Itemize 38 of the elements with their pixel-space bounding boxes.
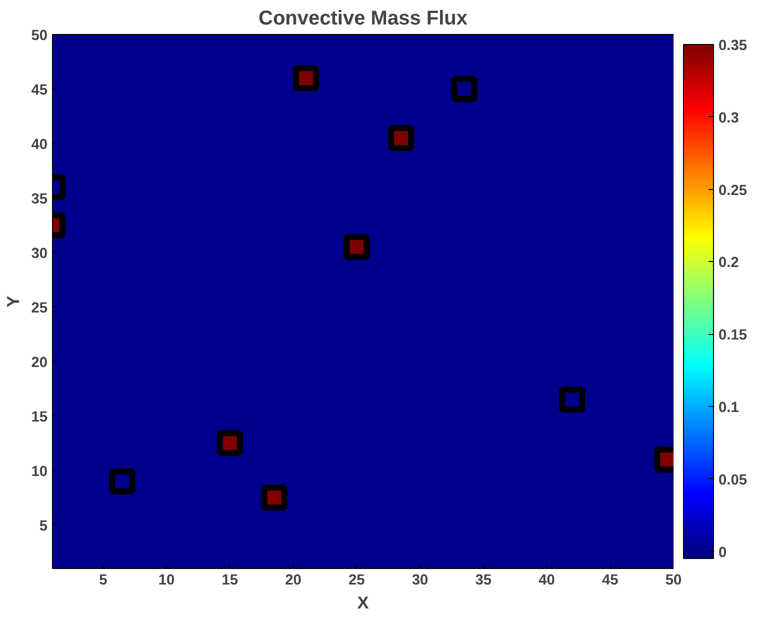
x-tick-label: 40 xyxy=(538,572,555,588)
y-axis-title: Y xyxy=(3,295,24,308)
x-tick-label: 10 xyxy=(158,572,175,588)
y-tick-label: 35 xyxy=(31,191,48,208)
x-tick-label: 20 xyxy=(285,572,302,588)
color-bar-label: 0.1 xyxy=(718,400,739,416)
y-tick-label: 15 xyxy=(31,409,48,426)
color-bar-label: 0.2 xyxy=(718,255,739,272)
point xyxy=(292,65,319,92)
y-tick-label: 5 xyxy=(39,518,48,534)
x-tick-label: 45 xyxy=(602,572,618,588)
color-bar-label: 0.25 xyxy=(718,182,748,199)
point xyxy=(109,468,136,494)
x-tick-label: 35 xyxy=(475,572,492,588)
point xyxy=(388,125,414,152)
color-bar-label: 0 xyxy=(718,544,727,561)
color-bar-label: 0.3 xyxy=(718,110,739,126)
x-tick-label: 30 xyxy=(412,572,428,588)
y-tick-label: 30 xyxy=(31,246,48,262)
point xyxy=(344,234,370,260)
y-tick-label: 50 xyxy=(31,28,48,44)
y-tick-label: 40 xyxy=(31,136,48,153)
point xyxy=(216,430,243,456)
y-tick-label: 20 xyxy=(31,354,48,371)
y-tick-label: 10 xyxy=(31,464,48,480)
x-axis-title: X xyxy=(357,592,370,612)
x-tick-label: 50 xyxy=(665,572,682,588)
chart-title: Convective Mass Flux xyxy=(258,8,468,30)
x-tick-label: 15 xyxy=(222,572,238,588)
point xyxy=(261,484,288,511)
color-bar-label: 0.35 xyxy=(718,38,748,54)
point xyxy=(451,76,478,102)
color-bar-label: 0.05 xyxy=(718,472,748,488)
x-tick-label: 5 xyxy=(99,572,108,588)
y-tick-label: 45 xyxy=(31,82,48,98)
y-tick-label: 25 xyxy=(31,300,48,316)
color-bar-label: 0.15 xyxy=(718,328,748,344)
x-tick-label: 25 xyxy=(348,572,365,588)
